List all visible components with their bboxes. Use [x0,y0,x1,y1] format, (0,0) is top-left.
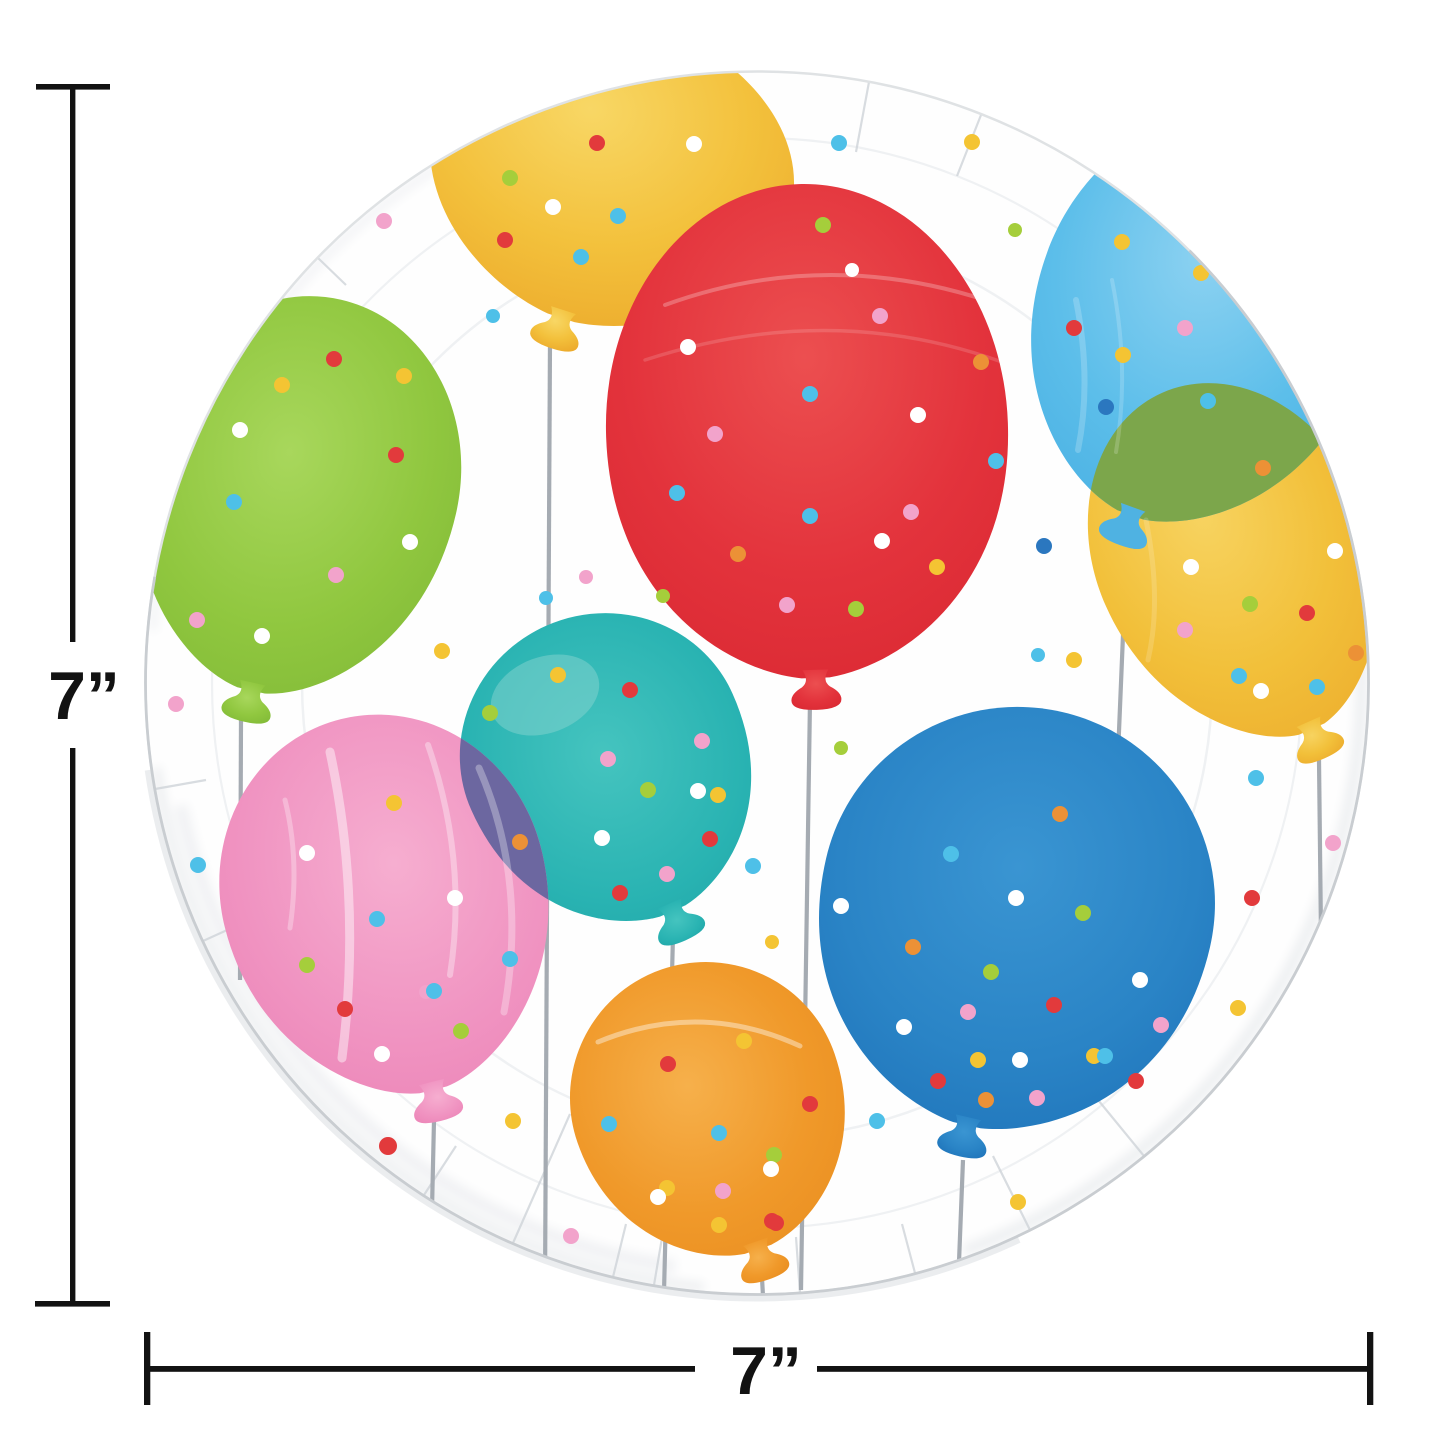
svg-text:7”: 7” [48,658,120,734]
svg-text:7”: 7” [730,1333,802,1409]
